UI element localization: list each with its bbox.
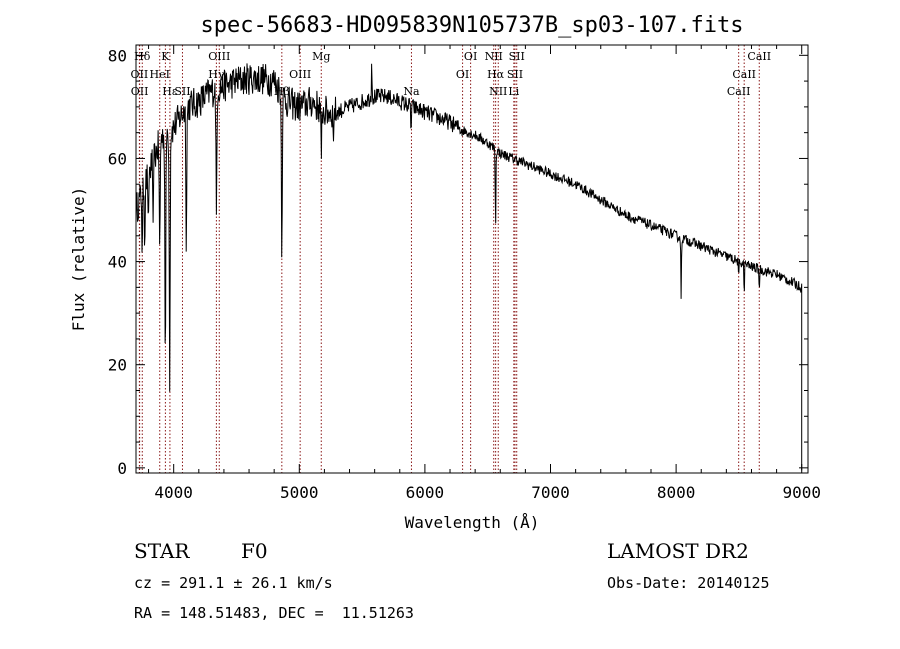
spectral-line-label: Hε (162, 85, 178, 98)
x-tick-label: 6000 (406, 483, 445, 502)
spectral-line-label: OIII (208, 50, 230, 63)
y-tick-label: 20 (108, 356, 127, 375)
spectral-line-label: SII (507, 68, 523, 81)
obs-date: Obs-Date: 20140125 (607, 574, 770, 592)
spectral-line-label: Hδ (134, 50, 151, 63)
spectral-line-label: OI (464, 50, 477, 63)
y-tick-label: 0 (117, 459, 127, 478)
spectral-line-label: CaII (747, 50, 771, 63)
spectral-line-label: Hα (487, 68, 505, 81)
spectral-line-label: SII (174, 85, 190, 98)
y-axis-ticks: 0 20 40 60 80 (108, 46, 808, 478)
spectral-line-label: OII (131, 68, 149, 81)
coordinates: RA = 148.51483, DEC = 11.51263 (134, 604, 414, 622)
object-subclass: F0 (241, 539, 268, 563)
x-axis-label: Wavelength (Å) (405, 513, 540, 532)
spectral-line-label: OII (131, 85, 149, 98)
spectral-line-label: HeI (150, 68, 170, 81)
spectral-line-label: K (161, 50, 170, 63)
x-tick-label: 8000 (657, 483, 696, 502)
x-tick-label: 9000 (782, 483, 821, 502)
x-tick-label: 5000 (280, 483, 319, 502)
spectral-line-label: Hγ (208, 68, 225, 81)
object-class: STAR (134, 539, 190, 563)
x-tick-label: 4000 (154, 483, 193, 502)
y-axis-label: Flux (relative) (69, 187, 88, 332)
spectral-line-markers (138, 45, 760, 473)
spectral-line-label: CaII (727, 85, 751, 98)
x-tick-label: 7000 (531, 483, 570, 502)
spectrum-line (135, 63, 803, 471)
y-tick-label: 80 (108, 46, 127, 65)
spectral-line-label: Na (403, 85, 420, 98)
x-axis-ticks: 4000 5000 6000 7000 8000 9000 (148, 45, 821, 502)
y-tick-label: 60 (108, 149, 127, 168)
redshift-readout: cz = 291.1 ± 26.1 km/s (134, 574, 333, 592)
spectral-line-label: NII (489, 85, 507, 98)
spectral-line-label: NII (485, 50, 503, 63)
spectral-line-label: Li (508, 85, 519, 98)
spectral-line-label: CaII (732, 68, 756, 81)
chart-title: spec-56683-HD095839N105737B_sp03-107.fit… (200, 13, 743, 38)
survey-name: LAMOST DR2 (607, 539, 749, 563)
y-tick-label: 40 (108, 253, 127, 272)
spectral-line-label: OI (456, 68, 469, 81)
plot-frame (135, 44, 809, 474)
spectral-line-label: Mg (312, 50, 330, 63)
spectral-line-label: OIII (289, 68, 311, 81)
spectral-line-label: SII (509, 50, 525, 63)
